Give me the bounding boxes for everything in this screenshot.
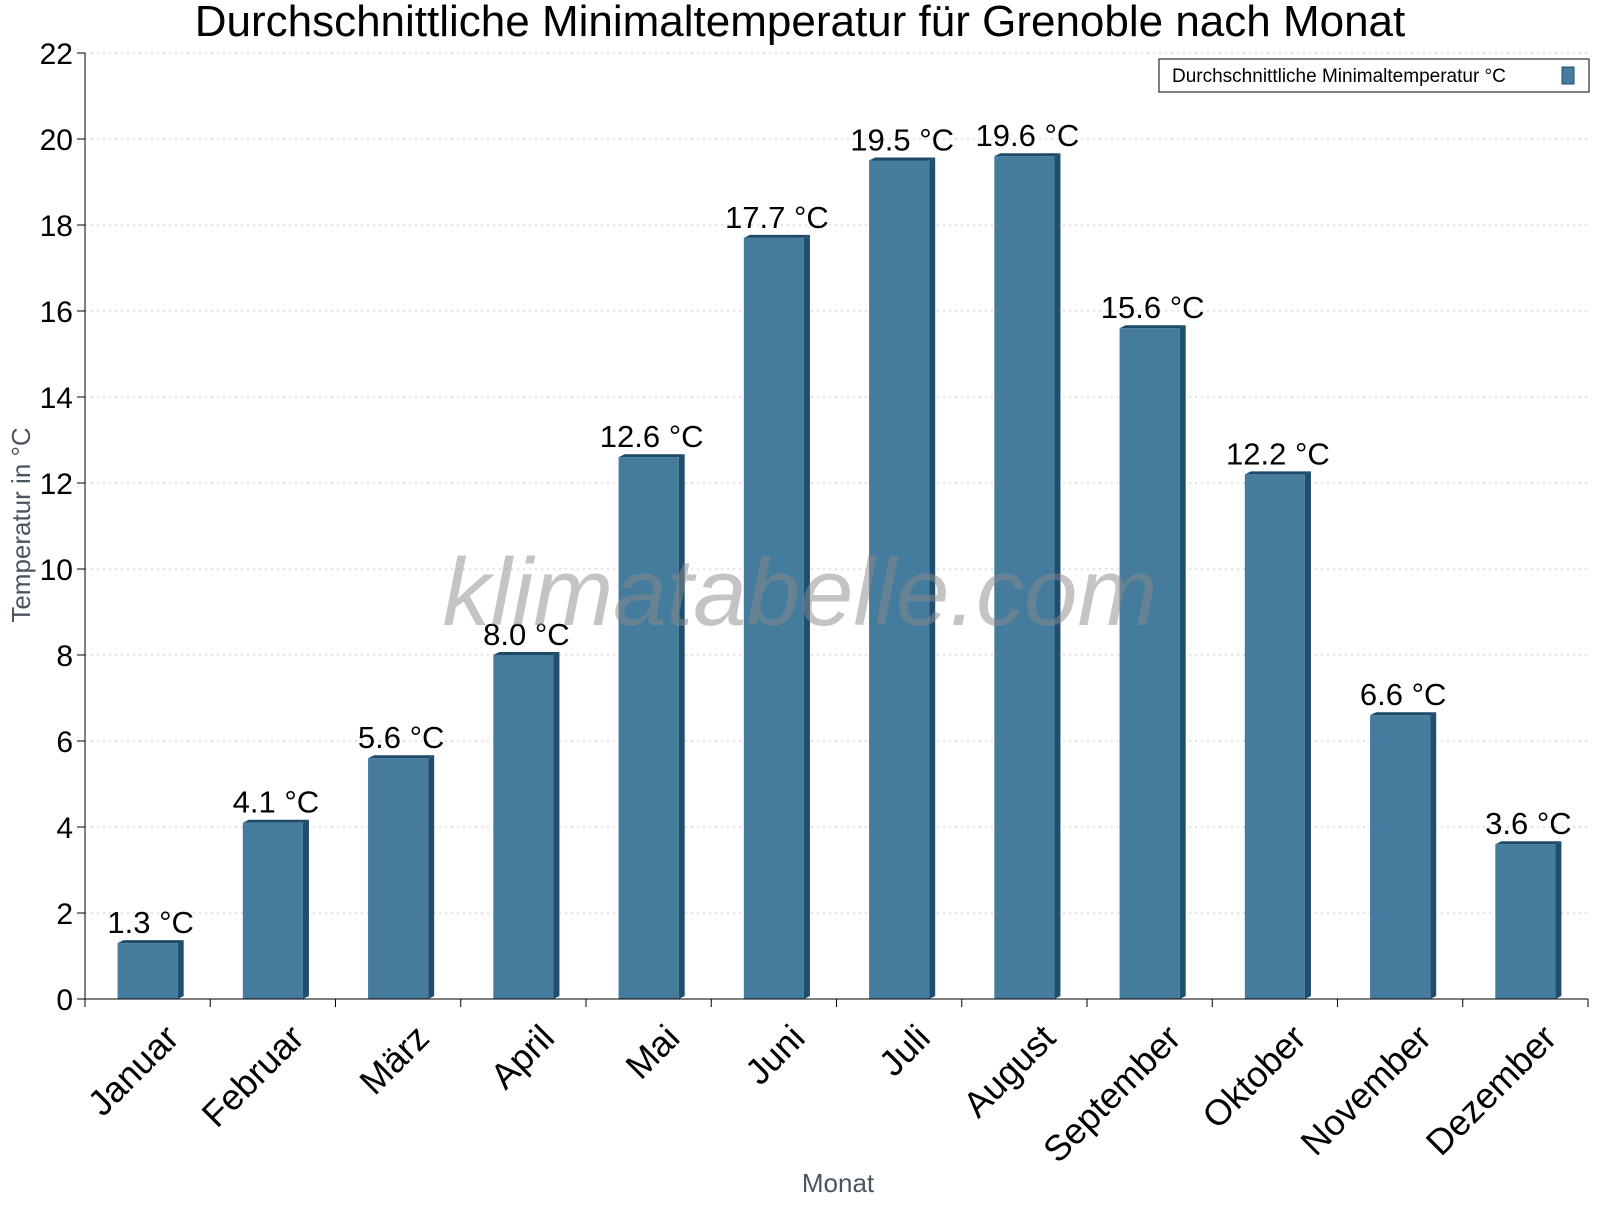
bar-side: [803, 234, 810, 999]
bar-top: [1244, 471, 1311, 475]
bar-side: [302, 819, 309, 999]
bar-front: [368, 758, 429, 999]
data-label: 12.2 °C: [1226, 436, 1330, 471]
bar-top: [117, 940, 184, 944]
bar-top: [869, 157, 936, 161]
bar-november: [1370, 712, 1437, 999]
bar-front: [117, 943, 178, 999]
watermark-text: klimatabelle.com: [443, 539, 1158, 646]
bar-top: [1495, 841, 1562, 845]
bar-side: [1430, 712, 1437, 999]
y-tick-label: 16: [40, 296, 73, 329]
y-tick-label: 4: [56, 812, 73, 845]
bar-side: [1555, 841, 1562, 999]
x-tick-label: August: [955, 1017, 1063, 1125]
bar-front: [869, 160, 930, 999]
bars: [117, 153, 1562, 999]
data-label: 12.6 °C: [600, 419, 704, 454]
bar-front: [1119, 328, 1180, 999]
x-axis-label: Monat: [802, 1168, 875, 1198]
bar-front: [1495, 844, 1556, 999]
y-tick-label: 8: [56, 640, 73, 673]
y-tick-label: 22: [40, 38, 73, 71]
bar-april: [493, 652, 560, 999]
data-label: 19.6 °C: [976, 118, 1080, 153]
bar-front: [1370, 715, 1431, 999]
bar-dezember: [1495, 841, 1562, 999]
x-tick-label: Juni: [737, 1017, 813, 1093]
bar-august: [994, 153, 1061, 999]
data-label: 6.6 °C: [1360, 677, 1447, 712]
bar-oktober: [1244, 471, 1311, 999]
bar-front: [242, 822, 303, 999]
x-tick-label: September: [1035, 1017, 1189, 1171]
bar-side: [1304, 471, 1311, 999]
data-labels: 1.3 °C 4.1 °C 5.6 °C 8.0 °C 12.6 °C 17.7 °C 19…: [107, 118, 1571, 940]
data-label: 15.6 °C: [1101, 290, 1205, 325]
chart-title: Durchschnittliche Minimaltemperatur für …: [195, 0, 1406, 46]
bar-front: [493, 655, 554, 999]
y-axis-label: Temperatur in °C: [6, 427, 36, 622]
bar-front: [743, 237, 804, 999]
data-label: 8.0 °C: [483, 617, 570, 652]
bar-side: [678, 454, 685, 999]
data-label: 3.6 °C: [1485, 806, 1572, 841]
bar-top: [493, 652, 560, 655]
bar-front: [618, 457, 679, 999]
bar-side: [177, 940, 184, 999]
x-tick-label: Dezember: [1418, 1017, 1564, 1163]
bar-januar: [117, 940, 184, 999]
x-tick-label: Januar: [80, 1017, 187, 1124]
x-tick-label: Juli: [871, 1017, 938, 1084]
y-tick-label: 0: [56, 984, 73, 1017]
bar-top: [743, 234, 810, 238]
bar-top: [1370, 712, 1437, 716]
bar-side: [553, 652, 560, 999]
legend: Durchschnittliche Minimaltemperatur °C: [1158, 58, 1590, 93]
y-tick-label: 10: [40, 554, 73, 587]
data-label: 19.5 °C: [850, 123, 954, 158]
bar-top: [1119, 325, 1186, 329]
x-tick-label: Februar: [193, 1017, 311, 1135]
data-label: 4.1 °C: [233, 785, 320, 820]
y-tick-label: 18: [40, 210, 73, 243]
bar-side: [428, 755, 435, 999]
bar-front: [1244, 474, 1305, 999]
y-tick-label: 12: [40, 468, 73, 501]
data-label: 1.3 °C: [107, 905, 194, 940]
legend-entry-label: Durchschnittliche Minimaltemperatur °C: [1172, 66, 1506, 87]
bar-top: [618, 454, 685, 458]
bar-februar: [242, 819, 309, 999]
bar-side: [1054, 153, 1061, 999]
y-tick-label: 14: [40, 382, 73, 415]
gridlines: [85, 52, 1588, 914]
x-tick-label: Mai: [617, 1017, 687, 1087]
legend-swatch: [1561, 66, 1575, 85]
x-tick-label: März: [351, 1017, 437, 1103]
x-tick-label: November: [1292, 1017, 1438, 1163]
legend-box: [1158, 58, 1590, 93]
bar-juni: [743, 234, 810, 999]
bar-mai: [618, 454, 685, 999]
data-label: 17.7 °C: [725, 200, 829, 235]
x-tick-label: Oktober: [1194, 1017, 1314, 1137]
bar-front: [994, 156, 1055, 999]
bar-märz: [368, 755, 435, 999]
x-tick-label: April: [482, 1017, 562, 1097]
bar-top: [994, 153, 1061, 157]
bar-side: [929, 157, 936, 999]
bar-september: [1119, 325, 1186, 999]
y-tick-label: 2: [56, 898, 73, 931]
bar-top: [368, 755, 435, 759]
y-tick-label: 20: [40, 124, 73, 157]
bar-juli: [869, 157, 936, 999]
data-label: 5.6 °C: [358, 720, 445, 755]
y-tick-label: 6: [56, 726, 73, 759]
bar-side: [1179, 325, 1186, 999]
bar-top: [242, 819, 309, 823]
